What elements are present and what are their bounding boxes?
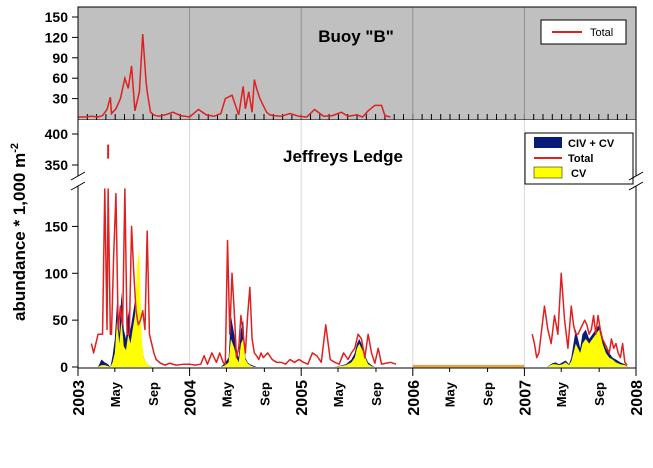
x-tick-label-year: 2004 <box>183 380 200 416</box>
axis-break-mark-right-1 <box>628 171 644 181</box>
x-tick-label-month: May <box>108 381 123 407</box>
top-y-tick-label: 120 <box>45 29 69 45</box>
y-axis-label: abundance * 1,000 m-2 <box>9 143 29 321</box>
bottom-panel-title: Jeffreys Ledge <box>283 147 403 166</box>
x-tick-label-year: 2003 <box>71 380 88 416</box>
top-panel-year-grid <box>189 7 525 120</box>
x-tick-label-year: 2006 <box>406 380 423 416</box>
x-tick-label-year: 2007 <box>517 380 534 416</box>
series-cv-area <box>98 249 629 367</box>
x-tick-label-month: Sep <box>592 382 607 406</box>
axis-break-mark-right-2 <box>628 181 644 191</box>
top-legend-total-label: Total <box>590 27 613 39</box>
y-axis-label-superscript: -2 <box>9 143 21 153</box>
bottom-panel-x-axis: 2003 May Sep 2004 May Sep 2005 May Sep 2006 May Sep… <box>71 368 646 416</box>
bottom-panel-year-grid <box>189 120 525 368</box>
top-y-tick-label: 60 <box>52 70 68 86</box>
bottom-legend-cv-label: CV <box>568 168 587 180</box>
bottom-y-tick-label-upper: 350 <box>45 157 69 173</box>
x-tick-label-year: 2005 <box>294 380 311 416</box>
bottom-y-tick-label: 100 <box>45 265 69 281</box>
top-y-tick-label: 150 <box>45 9 69 25</box>
bottom-y-tick-label-upper: 400 <box>45 126 69 142</box>
x-tick-label-month: May <box>331 381 346 407</box>
x-tick-label-month: May <box>219 381 234 407</box>
x-tick-label-month: May <box>443 381 458 407</box>
series-total-line <box>531 272 628 366</box>
top-panel-y-axis: 30 60 90 120 150 <box>45 9 78 107</box>
bottom-y-tick-label: 50 <box>52 312 68 328</box>
x-tick-label-month: Sep <box>481 382 496 406</box>
top-panel-title: Buoy "B" <box>318 27 394 46</box>
x-tick-label-year: 2008 <box>629 380 646 416</box>
top-y-tick-label: 30 <box>52 91 68 107</box>
bottom-panel-frame <box>70 120 644 369</box>
bottom-panel-y-axis: 0 50 100 150 350 400 <box>45 126 78 375</box>
top-panel-ticks <box>77 114 637 120</box>
bottom-y-tick-label: 0 <box>60 359 68 375</box>
top-y-tick-label: 90 <box>52 50 68 66</box>
bottom-panel-series <box>90 144 629 368</box>
bottom-legend-civ-cv-swatch <box>534 137 562 148</box>
top-panel-series <box>78 33 391 118</box>
bottom-legend-cv-swatch <box>533 166 563 179</box>
y-axis-label-text: abundance * 1,000 m <box>10 153 29 321</box>
axis-break-mark-left-2 <box>70 181 86 191</box>
x-tick-label-month: May <box>554 381 569 407</box>
top-series-total-line <box>78 33 391 118</box>
x-tick-label-month: Sep <box>369 382 384 406</box>
top-legend: Total <box>540 19 627 45</box>
x-tick-label-month: Sep <box>257 382 272 406</box>
bottom-legend-civ-cv-label: CIV + CV <box>568 138 615 150</box>
x-tick-label-month: Sep <box>146 382 161 406</box>
bottom-legend: CIV + CV Total CV <box>524 132 634 185</box>
bottom-y-tick-label: 150 <box>45 218 69 234</box>
bottom-legend-total-label: Total <box>568 153 593 165</box>
axis-break-mark-left-1 <box>70 171 86 181</box>
series-total-line <box>90 188 397 366</box>
